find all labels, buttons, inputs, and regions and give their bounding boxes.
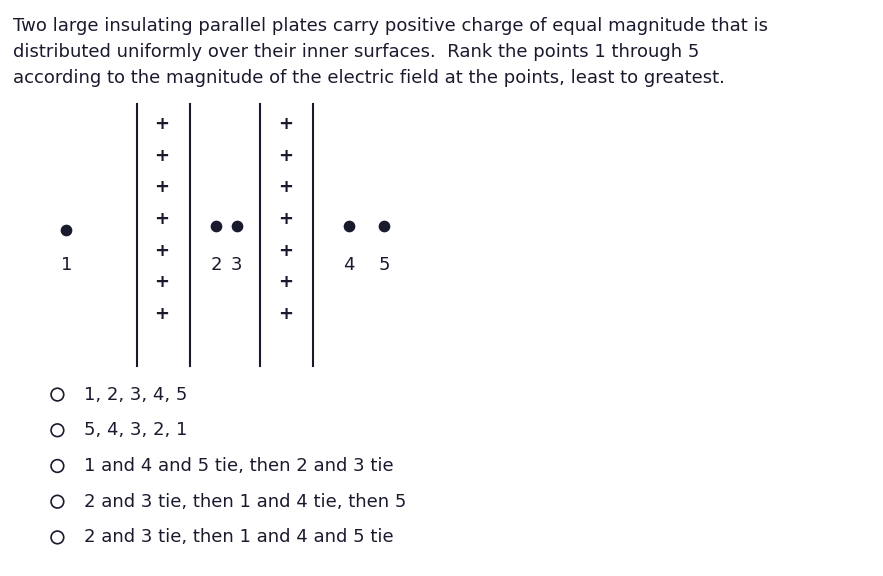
Text: +: + [155,146,169,165]
Text: 2: 2 [210,256,223,274]
Text: +: + [278,273,292,291]
Text: Two large insulating parallel plates carry positive charge of equal magnitude th: Two large insulating parallel plates car… [13,17,768,86]
Text: +: + [278,210,292,228]
Text: 2 and 3 tie, then 1 and 4 tie, then 5: 2 and 3 tie, then 1 and 4 tie, then 5 [84,492,406,511]
Text: +: + [278,115,292,133]
Text: +: + [155,273,169,291]
Text: 3: 3 [230,256,243,274]
Point [342,221,356,230]
Text: 4: 4 [343,256,355,274]
Text: +: + [278,178,292,196]
Point [377,221,391,230]
Text: 1 and 4 and 5 tie, then 2 and 3 tie: 1 and 4 and 5 tie, then 2 and 3 tie [84,457,394,475]
Point [59,226,73,235]
Text: +: + [155,241,169,260]
Point [230,221,244,230]
Point [209,221,223,230]
Text: +: + [278,146,292,165]
Text: 1: 1 [61,256,72,274]
Text: +: + [155,210,169,228]
Text: +: + [155,115,169,133]
Text: 1, 2, 3, 4, 5: 1, 2, 3, 4, 5 [84,385,187,404]
Text: +: + [278,305,292,323]
Text: +: + [155,305,169,323]
Text: +: + [278,241,292,260]
Text: 5, 4, 3, 2, 1: 5, 4, 3, 2, 1 [84,421,187,439]
Text: +: + [155,178,169,196]
Text: 2 and 3 tie, then 1 and 4 and 5 tie: 2 and 3 tie, then 1 and 4 and 5 tie [84,528,394,547]
Text: 5: 5 [378,256,390,274]
